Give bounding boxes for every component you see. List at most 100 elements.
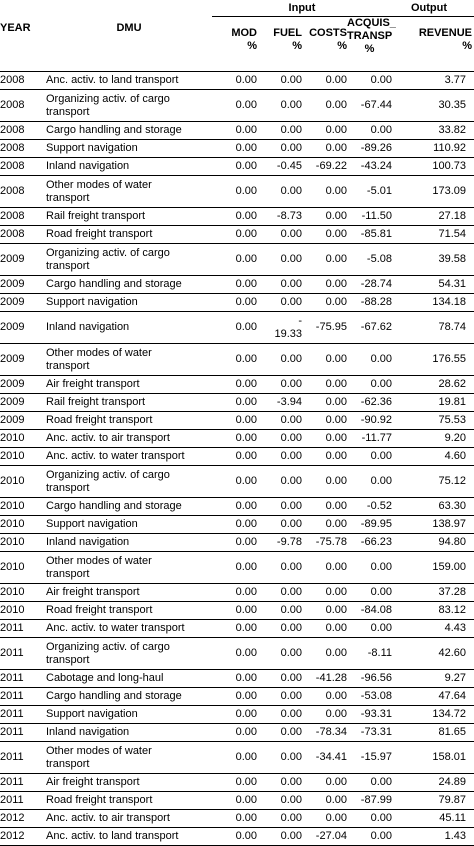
cell-revenue: 42.60: [392, 637, 474, 670]
cell-acquis: -28.74: [347, 275, 392, 294]
cell-acquis: 0.00: [347, 121, 392, 140]
cell-year: 2011: [0, 687, 44, 706]
cell-year: 2012: [0, 809, 44, 828]
header-acquis: ACQUIS_ TRANSP %: [347, 16, 396, 72]
header-spacer: [0, 0, 44, 17]
header-column-row: YEAR DMU MOD % FUEL % COSTS % ACQUIS_ TR…: [0, 16, 474, 72]
cell-mod: 0.00: [212, 551, 257, 584]
cell-costs: -69.22: [302, 157, 347, 176]
cell-dmu-line: Organizing activ. of cargo: [46, 640, 170, 653]
table-row: 2010 Inland navigation 0.00 -9.78 -75.78 -66.…: [0, 533, 474, 552]
cell-fuel-line: 0.00: [280, 228, 302, 240]
cell-dmu-line: Air freight transport: [46, 586, 140, 598]
cell-fuel-line: 0.00: [280, 751, 302, 763]
cell-year: 2010: [0, 447, 44, 466]
cell-costs: -34.41: [302, 741, 347, 774]
table-row: 2010 Anc. activ. to air transport 0.00 0.00…: [0, 429, 474, 448]
cell-fuel: -19.33: [257, 311, 302, 344]
cell-mod: 0.00: [212, 515, 257, 534]
cell-costs: 0.00: [302, 791, 347, 810]
cell-fuel: 0.00: [257, 175, 302, 208]
cell-costs: 0.00: [302, 375, 347, 394]
cell-dmu-line: transport: [46, 105, 90, 118]
cell-fuel: 0.00: [257, 243, 302, 276]
cell-fuel-line: -3.94: [276, 396, 302, 408]
header-year: YEAR: [0, 16, 44, 72]
cell-costs: 0.00: [302, 687, 347, 706]
table-row: 2010 Organizing activ. of cargo transport 0…: [0, 465, 474, 498]
cell-dmu-line: transport: [46, 653, 90, 666]
cell-costs: 0.00: [302, 601, 347, 620]
cell-fuel-line: 0.00: [280, 278, 302, 290]
cell-costs: -41.28: [302, 669, 347, 688]
cell-dmu: Organizing activ. of cargo transport: [44, 243, 212, 276]
cell-acquis: 0.00: [347, 71, 392, 90]
cell-revenue: 33.82: [392, 121, 474, 140]
cell-mod: 0.00: [212, 669, 257, 688]
cell-mod: 0.00: [212, 243, 257, 276]
cell-fuel: -8.73: [257, 207, 302, 226]
cell-revenue: 9.20: [392, 429, 474, 448]
cell-fuel-line: 0.00: [280, 450, 302, 462]
cell-dmu-line: Other modes of water: [46, 744, 152, 757]
cell-mod: 0.00: [212, 71, 257, 90]
cell-fuel: 0.00: [257, 497, 302, 516]
table-row: 2011 Other modes of water transport 0.00 0.0…: [0, 741, 474, 774]
cell-revenue: 39.58: [392, 243, 474, 276]
header-dmu: DMU: [44, 16, 212, 72]
table-row: 2011 Support navigation 0.00 0.00 0.00 -93.31…: [0, 705, 474, 724]
cell-mod: 0.00: [212, 705, 257, 724]
cell-fuel-line: 0.00: [280, 414, 302, 426]
cell-acquis: 0.00: [347, 619, 392, 638]
cell-fuel-line: 0.00: [280, 672, 302, 684]
cell-costs: 0.00: [302, 343, 347, 376]
cell-acquis: -88.28: [347, 293, 392, 312]
table-row: 2010 Air freight transport 0.00 0.00 0.00 0.0…: [0, 583, 474, 602]
cell-dmu: Air freight transport: [44, 375, 212, 394]
table-row: 2009 Cargo handling and storage 0.00 0.00 0.…: [0, 275, 474, 294]
cell-dmu-line: Cabotage and long-haul: [46, 672, 164, 684]
header-revenue: REVENUE %: [392, 16, 474, 72]
cell-revenue: 3.77: [392, 71, 474, 90]
cell-mod: 0.00: [212, 497, 257, 516]
cell-dmu: Anc. activ. to air transport: [44, 429, 212, 448]
cell-revenue: 45.11: [392, 809, 474, 828]
cell-fuel-line: 0.00: [280, 99, 302, 111]
cell-fuel-line: 0.00: [280, 812, 302, 824]
cell-fuel-line: 0.00: [280, 794, 302, 806]
cell-acquis: -73.31: [347, 723, 392, 742]
cell-revenue: 100.73: [392, 157, 474, 176]
cell-dmu: Cargo handling and storage: [44, 687, 212, 706]
cell-fuel-line: 0.00: [280, 708, 302, 720]
cell-dmu-line: Cargo handling and storage: [46, 500, 182, 512]
table-row: 2008 Anc. activ. to land transport 0.00 0.0…: [0, 71, 474, 90]
cell-acquis: -87.99: [347, 791, 392, 810]
cell-acquis: 0.00: [347, 447, 392, 466]
cell-fuel-line: 0.00: [280, 604, 302, 616]
cell-revenue: 4.60: [392, 447, 474, 466]
cell-acquis: -11.50: [347, 207, 392, 226]
cell-fuel: 0.00: [257, 551, 302, 584]
cell-year: 2011: [0, 669, 44, 688]
table-row: 2011 Air freight transport 0.00 0.00 0.00 0.0…: [0, 773, 474, 792]
cell-dmu: Inland navigation: [44, 311, 212, 344]
cell-fuel: 0.00: [257, 293, 302, 312]
cell-year: 2011: [0, 723, 44, 742]
cell-fuel: 0.00: [257, 741, 302, 774]
cell-year: 2011: [0, 619, 44, 638]
cell-fuel: 0.00: [257, 773, 302, 792]
cell-costs: 0.00: [302, 89, 347, 122]
cell-year: 2009: [0, 343, 44, 376]
cell-year: 2010: [0, 465, 44, 498]
cell-dmu: Road freight transport: [44, 601, 212, 620]
header-revenue-unit: %: [462, 40, 472, 52]
header-spacer: [44, 0, 212, 17]
table-row: 2008 Organizing activ. of cargo transport 0…: [0, 89, 474, 122]
table-row: 2009 Organizing activ. of cargo transport 0…: [0, 243, 474, 276]
cell-revenue: 27.18: [392, 207, 474, 226]
cell-dmu: Anc. activ. to air transport: [44, 809, 212, 828]
cell-revenue: 134.72: [392, 705, 474, 724]
cell-dmu-line: transport: [46, 259, 90, 272]
cell-mod: 0.00: [212, 827, 257, 846]
